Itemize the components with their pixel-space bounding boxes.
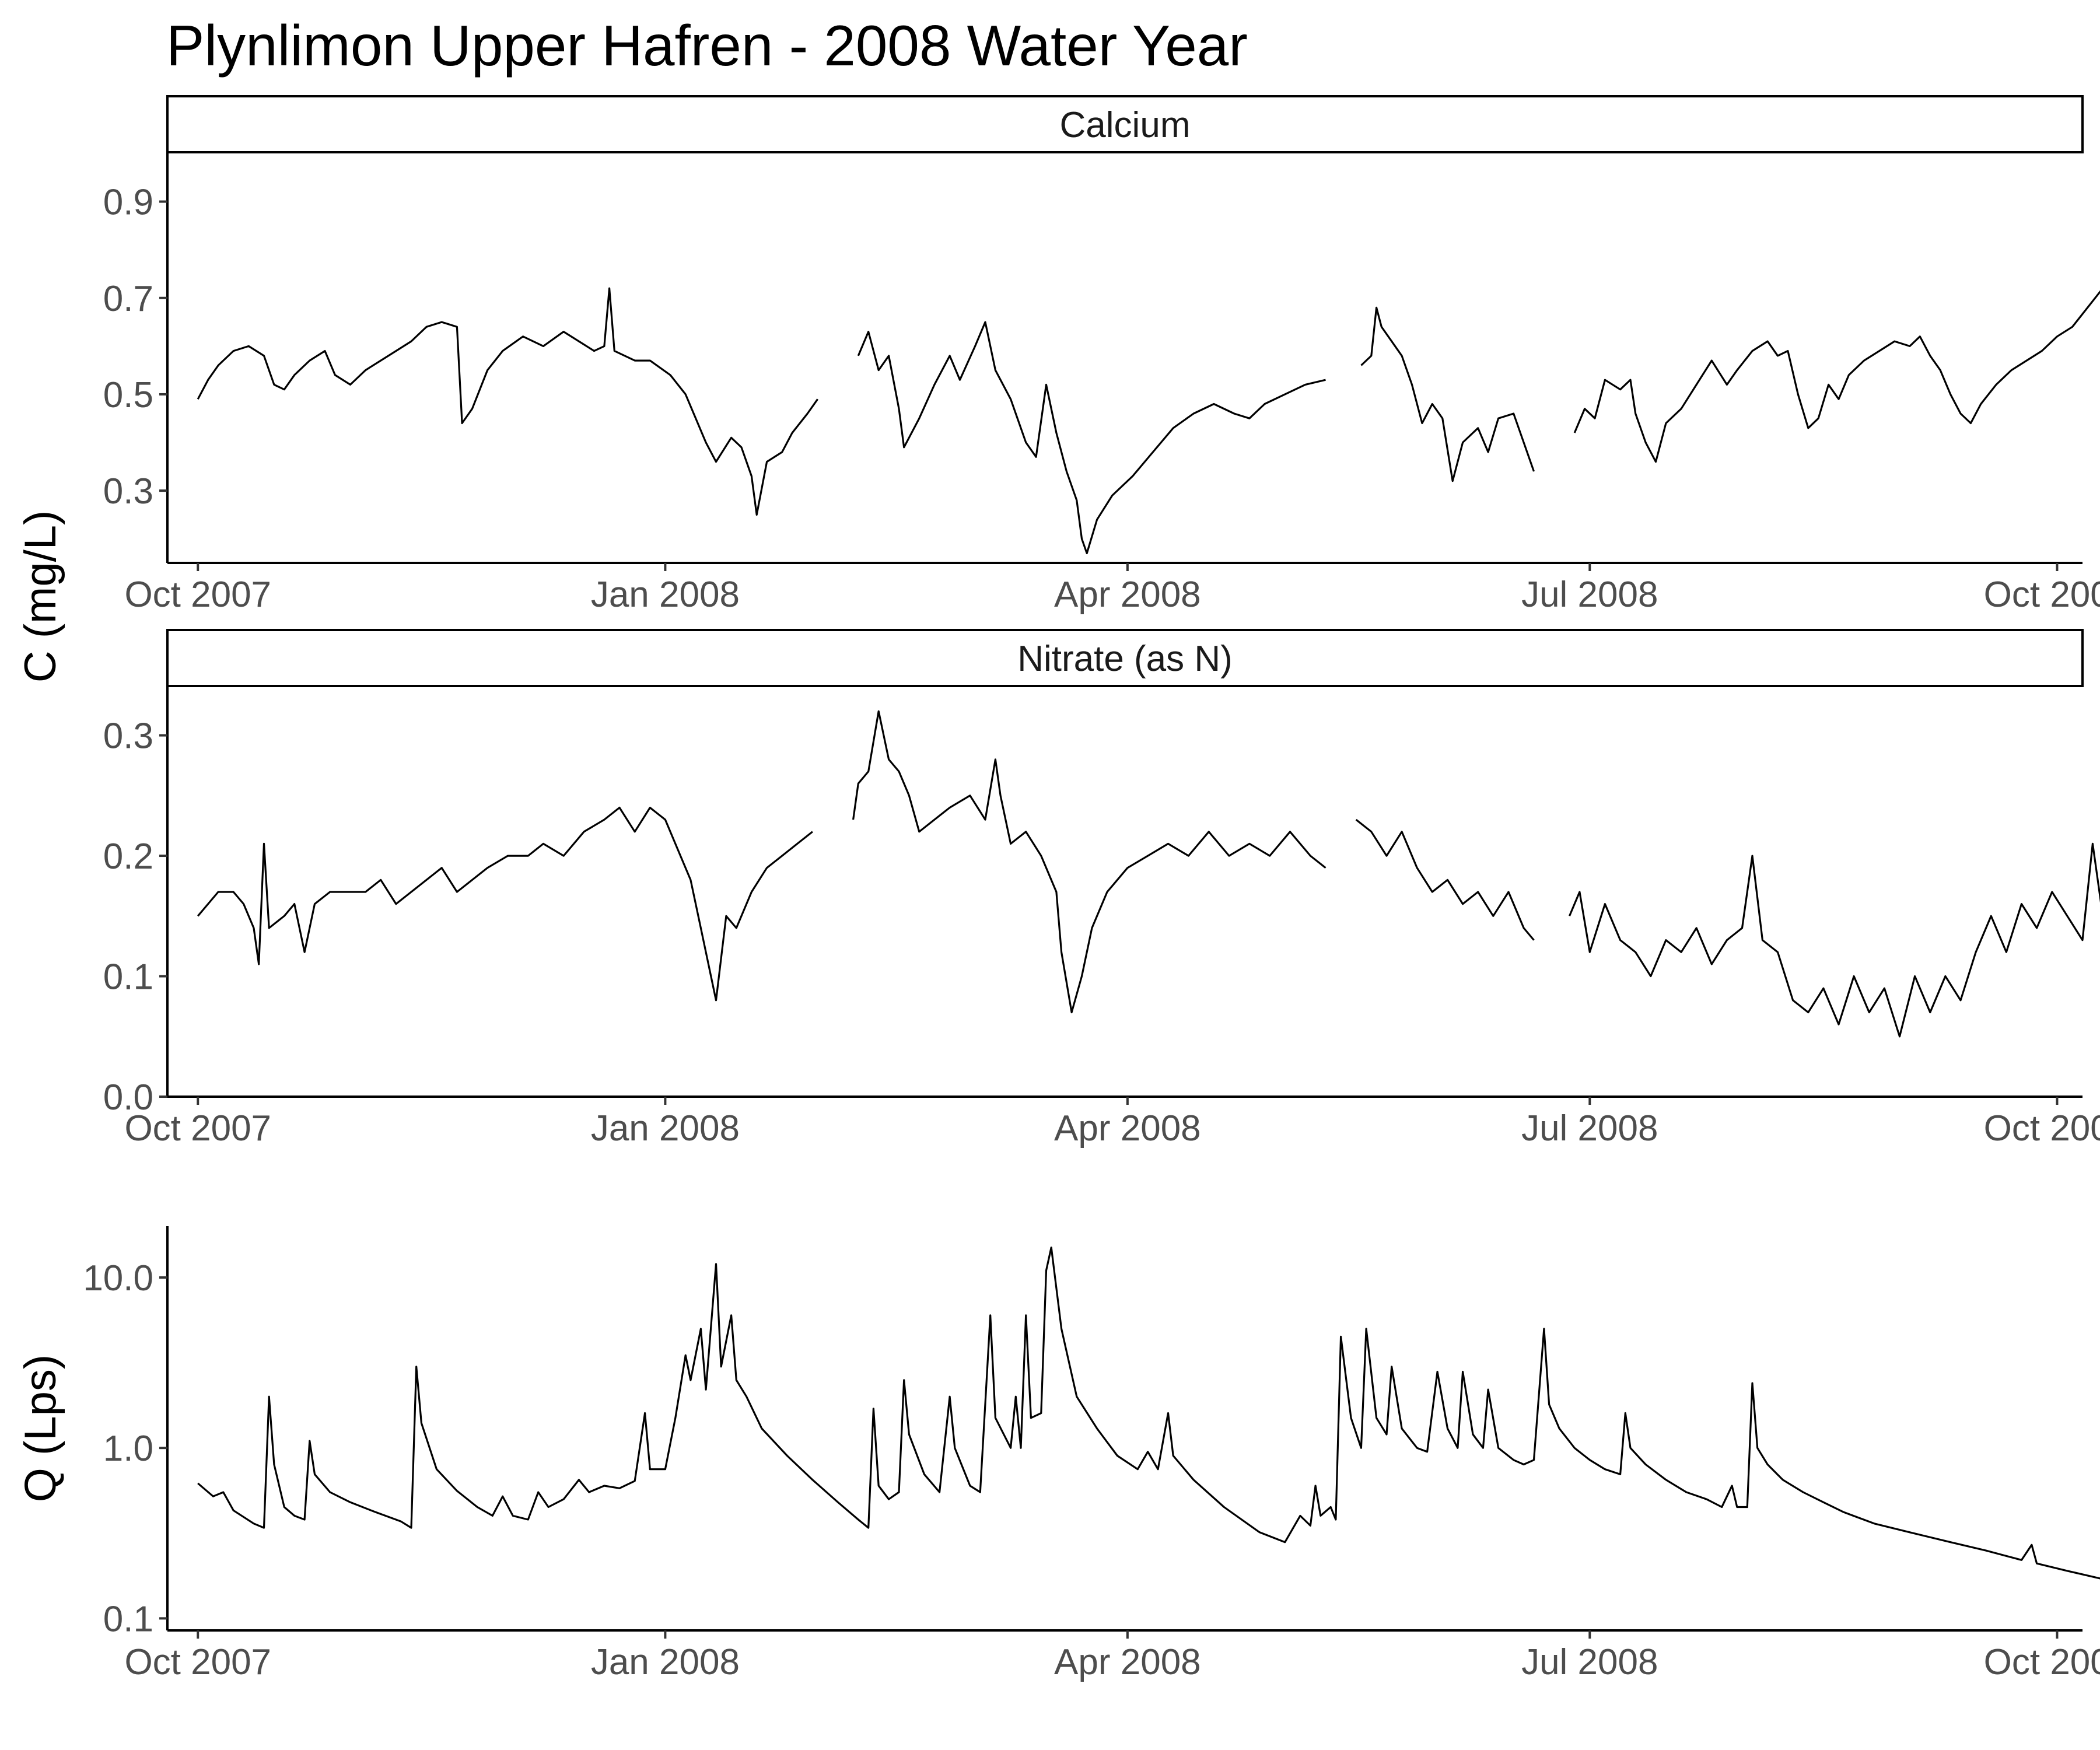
- y-axis-title-discharge: Q (Lps): [16, 1354, 65, 1502]
- x-tick-label: Jan 2008: [591, 1642, 740, 1682]
- y-tick-label: 0.3: [103, 716, 153, 757]
- panel-1: Calcium 0.3 0.5 0.7 0.9 Oct 2007 Jan 2008 Apr 2…: [103, 95, 2100, 615]
- x-tick-label: Oct 2007: [124, 1642, 271, 1682]
- y-tick-label: 0.2: [103, 836, 153, 877]
- facet-label: Calcium: [1060, 105, 1191, 145]
- series-line: [197, 287, 2100, 555]
- facet-strip: [166, 629, 2084, 687]
- x-tick-label: Jan 2008: [591, 1108, 740, 1149]
- x-tick-label: Apr 2008: [1054, 1108, 1201, 1149]
- y-tick-label: 1.0: [103, 1429, 153, 1469]
- x-tick-label: Apr 2008: [1054, 1642, 1201, 1682]
- chart-title: Plynlimon Upper Hafren - 2008 Water Year: [166, 13, 1248, 78]
- x-tick-label: Oct 2008: [1984, 1108, 2100, 1149]
- x-tick-label: Jul 2008: [1521, 1642, 1658, 1682]
- series-line: [197, 710, 2100, 1038]
- x-tick-label: Jul 2008: [1521, 1108, 1658, 1149]
- x-tick-label: Oct 2007: [124, 1108, 271, 1149]
- y-tick-label: 10.0: [83, 1258, 153, 1298]
- y-tick-label: 0.1: [103, 957, 153, 998]
- x-tick-label: Oct 2007: [124, 575, 271, 615]
- y-tick-label: 0.7: [103, 279, 153, 319]
- panels: Calcium 0.3 0.5 0.7 0.9 Oct 2007 Jan 2008 Apr 2…: [16, 95, 2100, 1682]
- y-tick-label: 0.9: [103, 183, 153, 223]
- x-tick-label: Oct 2008: [1984, 575, 2100, 615]
- facet-strip: [166, 95, 2084, 153]
- panel-2: Nitrate (as N) 0.0 0.1 0.2 0.3 Oct 2007 Jan 20…: [103, 629, 2100, 1149]
- x-tick-label: Jan 2008: [591, 575, 740, 615]
- x-tick-label: Apr 2008: [1054, 575, 1201, 615]
- panel-3: 0.1 1.0 10.0 Oct 2007 Jan 2008 Apr 2008 Jul 20…: [83, 1226, 2100, 1682]
- y-tick-label: 0.5: [103, 375, 153, 415]
- y-tick-label: 0.1: [103, 1599, 153, 1639]
- y-axis-title-concentration: C (mg/L): [16, 510, 65, 683]
- y-tick-label: 0.0: [103, 1077, 153, 1118]
- series-line: [197, 1246, 2100, 1580]
- y-tick-label: 0.3: [103, 471, 153, 512]
- x-tick-label: Jul 2008: [1521, 575, 1658, 615]
- x-tick-label: Oct 2008: [1984, 1642, 2100, 1682]
- facet-label: Nitrate (as N): [1017, 639, 1233, 679]
